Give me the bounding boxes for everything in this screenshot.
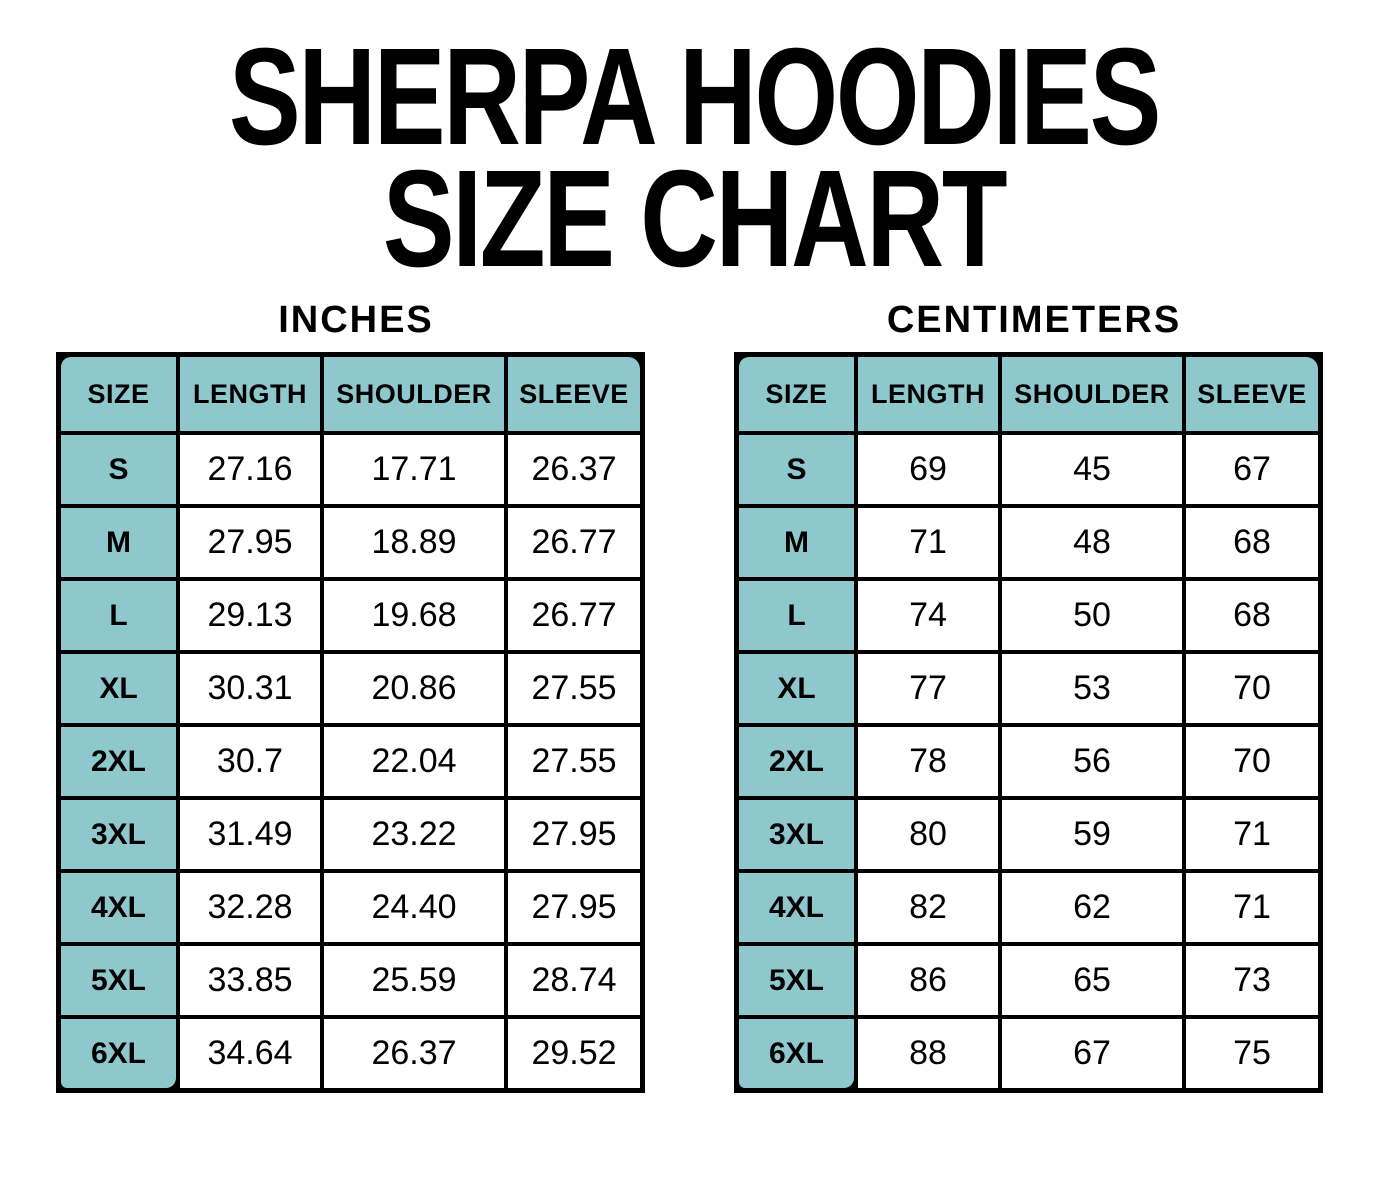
- column-header-sleeve: SLEEVE: [508, 357, 640, 431]
- measurement-value-cell: 75: [1186, 1019, 1318, 1088]
- measurement-value-cell: 27.55: [508, 654, 640, 723]
- measurement-value-cell: 71: [1186, 800, 1318, 869]
- size-label-cell: 2XL: [739, 727, 854, 796]
- measurement-value-cell: 62: [1002, 873, 1182, 942]
- column-header-size: SIZE: [61, 357, 176, 431]
- size-label-cell: S: [739, 435, 854, 504]
- size-label-cell: 6XL: [61, 1019, 176, 1088]
- measurement-value-cell: 27.55: [508, 727, 640, 796]
- page-title-line1: SHERPA HOODIES: [228, 20, 1162, 174]
- measurement-value-cell: 29.52: [508, 1019, 640, 1088]
- size-label-cell: 4XL: [61, 873, 176, 942]
- measurement-value-cell: 78: [858, 727, 998, 796]
- column-header-length: LENGTH: [858, 357, 998, 431]
- measurement-value-cell: 73: [1186, 946, 1318, 1015]
- size-label-cell: 5XL: [739, 946, 854, 1015]
- column-header-size: SIZE: [739, 357, 854, 431]
- size-label-cell: 3XL: [61, 800, 176, 869]
- size-label-cell: L: [739, 581, 854, 650]
- measurement-value-cell: 26.37: [508, 435, 640, 504]
- measurement-value-cell: 80: [858, 800, 998, 869]
- measurement-value-cell: 23.22: [324, 800, 504, 869]
- measurement-value-cell: 70: [1186, 727, 1318, 796]
- measurement-value-cell: 18.89: [324, 508, 504, 577]
- measurement-value-cell: 20.86: [324, 654, 504, 723]
- measurement-value-cell: 26.77: [508, 508, 640, 577]
- size-label-cell: M: [61, 508, 176, 577]
- measurement-value-cell: 22.04: [324, 727, 504, 796]
- measurement-value-cell: 86: [858, 946, 998, 1015]
- measurement-value-cell: 59: [1002, 800, 1182, 869]
- measurement-value-cell: 33.85: [180, 946, 320, 1015]
- measurement-value-cell: 17.71: [324, 435, 504, 504]
- column-header-length: LENGTH: [180, 357, 320, 431]
- measurement-value-cell: 30.31: [180, 654, 320, 723]
- measurement-value-cell: 27.95: [180, 508, 320, 577]
- measurement-value-cell: 26.37: [324, 1019, 504, 1088]
- measurement-value-cell: 74: [858, 581, 998, 650]
- measurement-value-cell: 69: [858, 435, 998, 504]
- measurement-value-cell: 56: [1002, 727, 1182, 796]
- size-label-cell: 5XL: [61, 946, 176, 1015]
- measurement-value-cell: 27.95: [508, 873, 640, 942]
- size-label-cell: 3XL: [739, 800, 854, 869]
- measurement-value-cell: 27.16: [180, 435, 320, 504]
- measurement-value-cell: 71: [858, 508, 998, 577]
- size-label-cell: 2XL: [61, 727, 176, 796]
- measurement-value-cell: 71: [1186, 873, 1318, 942]
- column-header-shoulder: SHOULDER: [1002, 357, 1182, 431]
- measurement-value-cell: 68: [1186, 581, 1318, 650]
- measurement-value-cell: 32.28: [180, 873, 320, 942]
- inches-table-heading: INCHES: [278, 299, 434, 341]
- page-title: SHERPA HOODIES SIZE CHART: [153, 20, 1236, 296]
- measurement-value-cell: 27.95: [508, 800, 640, 869]
- measurement-value-cell: 19.68: [324, 581, 504, 650]
- column-header-shoulder: SHOULDER: [324, 357, 504, 431]
- measurement-value-cell: 68: [1186, 508, 1318, 577]
- measurement-value-cell: 34.64: [180, 1019, 320, 1088]
- measurement-value-cell: 70: [1186, 654, 1318, 723]
- measurement-value-cell: 28.74: [508, 946, 640, 1015]
- column-header-sleeve: SLEEVE: [1186, 357, 1318, 431]
- size-label-cell: S: [61, 435, 176, 504]
- measurement-value-cell: 82: [858, 873, 998, 942]
- centimeters-size-table: SIZE LENGTH SHOULDER SLEEVE S 69 45 67 M 71 48 68 L 7…: [734, 352, 1323, 1093]
- measurement-value-cell: 48: [1002, 508, 1182, 577]
- size-label-cell: XL: [61, 654, 176, 723]
- measurement-value-cell: 26.77: [508, 581, 640, 650]
- measurement-value-cell: 67: [1002, 1019, 1182, 1088]
- page-title-line2: SIZE CHART: [382, 141, 1008, 296]
- measurement-value-cell: 67: [1186, 435, 1318, 504]
- size-label-cell: 6XL: [739, 1019, 854, 1088]
- measurement-value-cell: 53: [1002, 654, 1182, 723]
- centimeters-table-section: CENTIMETERS SIZE LENGTH SHOULDER SLEEVE S 69 4…: [734, 298, 1334, 1093]
- measurement-value-cell: 30.7: [180, 727, 320, 796]
- measurement-value-cell: 65: [1002, 946, 1182, 1015]
- size-label-cell: 4XL: [739, 873, 854, 942]
- measurement-value-cell: 77: [858, 654, 998, 723]
- measurement-value-cell: 45: [1002, 435, 1182, 504]
- measurement-value-cell: 29.13: [180, 581, 320, 650]
- centimeters-table-heading: CENTIMETERS: [886, 299, 1182, 341]
- size-label-cell: L: [61, 581, 176, 650]
- inches-size-table: SIZE LENGTH SHOULDER SLEEVE S 27.16 17.71 26.37…: [56, 352, 645, 1093]
- measurement-value-cell: 31.49: [180, 800, 320, 869]
- inches-table-section: INCHES SIZE LENGTH SHOULDER SLEEVE S 27.16 17.…: [56, 298, 656, 1093]
- measurement-value-cell: 24.40: [324, 873, 504, 942]
- measurement-value-cell: 88: [858, 1019, 998, 1088]
- measurement-value-cell: 50: [1002, 581, 1182, 650]
- measurement-value-cell: 25.59: [324, 946, 504, 1015]
- size-label-cell: M: [739, 508, 854, 577]
- size-label-cell: XL: [739, 654, 854, 723]
